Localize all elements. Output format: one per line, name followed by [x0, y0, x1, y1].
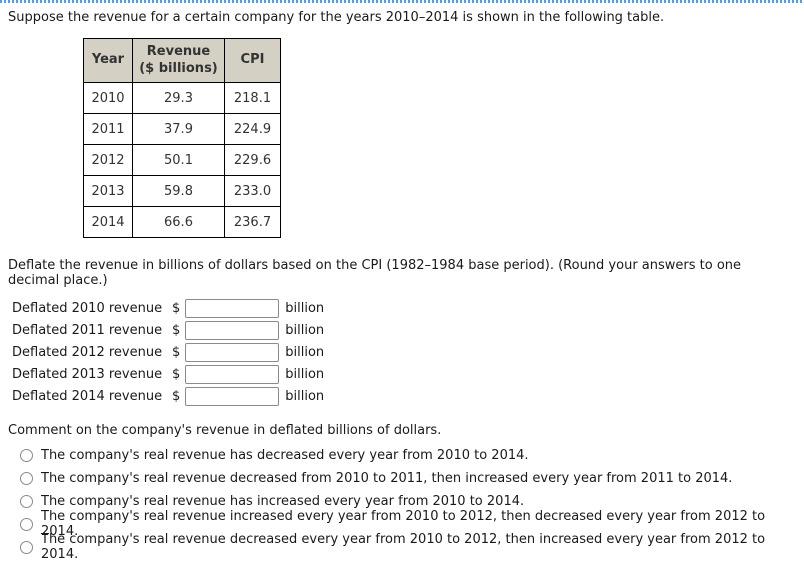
year-cell: 2012: [83, 144, 133, 176]
comment-option-row[interactable]: The company's real revenue has decreased…: [20, 447, 794, 463]
question-page: Suppose the revenue for a certain compan…: [0, 3, 804, 562]
comment-option-radio-1[interactable]: [20, 471, 33, 485]
comment-option-radio-2[interactable]: [20, 494, 33, 508]
cpi-cell: 224.9: [224, 113, 281, 145]
comment-prompt: Comment on the company's revenue in defl…: [8, 423, 442, 438]
deflated-revenue-row: Deflated 2011 revenue $ billion: [12, 319, 794, 341]
deflated-2014-input[interactable]: [185, 386, 280, 406]
table-header-cpi: CPI: [224, 38, 281, 83]
comment-option-label-1: The company's real revenue decreased fro…: [41, 470, 733, 486]
deflate-instruction: Deflate the revenue in billions of dolla…: [8, 258, 742, 288]
year-cell: 2011: [83, 113, 133, 145]
billion-unit-label: billion: [285, 322, 325, 338]
cpi-cell: 233.0: [224, 175, 281, 207]
cpi-cell: 229.6: [224, 144, 281, 176]
comment-option-label-3: The company's real revenue increased eve…: [41, 509, 766, 539]
deflate-answer-rows: Deflated 2010 revenue $ billion Deflated…: [12, 297, 794, 407]
comment-option-row[interactable]: The company's real revenue has increased…: [20, 493, 794, 509]
cpi-cell: 218.1: [224, 82, 281, 114]
deflated-2012-input[interactable]: [185, 342, 280, 362]
dollar-sign: $: [172, 300, 181, 316]
comment-option-row[interactable]: The company's real revenue decreased eve…: [20, 532, 794, 562]
year-cell: 2014: [83, 206, 133, 238]
revenue-cpi-table: Year Revenue ($ billions) CPI 2010 29.3 …: [83, 38, 281, 238]
comment-options: The company's real revenue has decreased…: [20, 447, 794, 562]
revenue-cell: 29.3: [132, 82, 225, 114]
year-cell: 2013: [83, 175, 133, 207]
deflated-2012-label: Deflated 2012 revenue: [12, 344, 163, 360]
billion-unit-label: billion: [285, 388, 325, 404]
dollar-sign: $: [172, 366, 181, 382]
deflated-revenue-row: Deflated 2010 revenue $ billion: [12, 297, 794, 319]
billion-unit-label: billion: [285, 344, 325, 360]
deflated-2013-input[interactable]: [185, 364, 280, 384]
revenue-cell: 59.8: [132, 175, 225, 207]
deflated-revenue-row: Deflated 2012 revenue $ billion: [12, 341, 794, 363]
comment-option-row[interactable]: The company's real revenue increased eve…: [20, 509, 794, 539]
comment-option-radio-0[interactable]: [20, 448, 33, 462]
dollar-sign: $: [172, 322, 181, 338]
table-header-row: Year Revenue ($ billions) CPI: [83, 38, 281, 83]
cpi-cell: 236.7: [224, 206, 281, 238]
dollar-sign: $: [172, 388, 181, 404]
comment-option-row[interactable]: The company's real revenue decreased fro…: [20, 470, 794, 486]
billion-unit-label: billion: [285, 366, 325, 382]
table-row: 2013 59.8 233.0: [83, 175, 281, 207]
comment-option-radio-3[interactable]: [20, 517, 33, 531]
table-row: 2011 37.9 224.9: [83, 113, 281, 145]
revenue-cell: 50.1: [132, 144, 225, 176]
table-row: 2014 66.6 236.7: [83, 206, 281, 238]
deflated-revenue-row: Deflated 2013 revenue $ billion: [12, 363, 794, 385]
deflated-2013-label: Deflated 2013 revenue: [12, 366, 163, 382]
intro-text: Suppose the revenue for a certain compan…: [8, 10, 665, 25]
deflated-2011-input[interactable]: [185, 320, 280, 340]
deflated-revenue-row: Deflated 2014 revenue $ billion: [12, 385, 794, 407]
comment-option-radio-4[interactable]: [20, 540, 33, 554]
revenue-cell: 66.6: [132, 206, 225, 238]
comment-option-label-4: The company's real revenue decreased eve…: [41, 532, 766, 562]
billion-unit-label: billion: [285, 300, 325, 316]
deflated-2010-input[interactable]: [185, 298, 280, 318]
dollar-sign: $: [172, 344, 181, 360]
deflated-2014-label: Deflated 2014 revenue: [12, 388, 163, 404]
year-cell: 2010: [83, 82, 133, 114]
comment-option-label-2: The company's real revenue has increased…: [41, 493, 525, 509]
table-header-revenue: Revenue ($ billions): [132, 38, 225, 83]
table-header-year: Year: [83, 38, 133, 83]
top-divider: [0, 0, 804, 3]
deflated-2010-label: Deflated 2010 revenue: [12, 300, 163, 316]
deflated-2011-label: Deflated 2011 revenue: [12, 322, 163, 338]
table-row: 2012 50.1 229.6: [83, 144, 281, 176]
comment-option-label-0: The company's real revenue has decreased…: [41, 447, 529, 463]
table-row: 2010 29.3 218.1: [83, 82, 281, 114]
revenue-cell: 37.9: [132, 113, 225, 145]
